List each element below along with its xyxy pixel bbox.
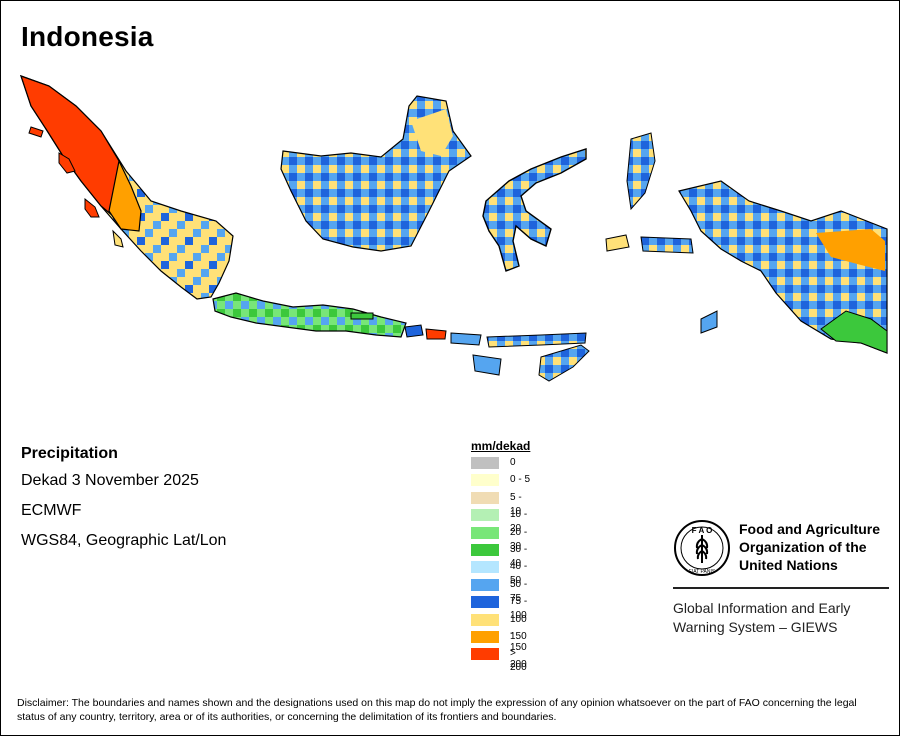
giews-line: Warning System – GIEWS: [673, 619, 838, 635]
legend-label: 75 - 100: [510, 596, 528, 622]
map-info: Precipitation Dekad 3 November 2025 ECMW…: [21, 443, 226, 555]
disclaimer-text: Disclaimer: The boundaries and names sho…: [17, 697, 857, 723]
legend-label: 150 - 200: [510, 630, 527, 670]
legend-label: 10 - 20: [510, 509, 528, 535]
emblem-letters: F A O: [692, 526, 713, 535]
organization-name: Food and Agriculture Organization of the…: [739, 520, 880, 574]
org-line: United Nations: [739, 557, 838, 573]
legend-item: 10 - 20: [471, 507, 530, 534]
legend-label: > 200: [510, 648, 527, 674]
period-text: Dekad 3 November 2025: [21, 472, 199, 489]
papua-south: [820, 310, 888, 354]
legend-item: 150 - 200: [471, 629, 530, 670]
legend-swatch: [471, 648, 499, 661]
variable-name: Precipitation: [21, 445, 118, 462]
legend-item: 0: [471, 455, 530, 472]
legend-item: 75 - 100: [471, 594, 530, 621]
legend-swatch: [471, 509, 499, 522]
projection-text: WGS84, Geographic Lat/Lon: [21, 532, 227, 549]
legend-label: 100 - 150: [510, 613, 527, 653]
legend-item: 20 - 30: [471, 525, 530, 552]
giews-name: Global Information and Early Warning Sys…: [673, 599, 850, 637]
legend-swatch: [471, 526, 499, 539]
legend-title: mm/dekad: [471, 439, 531, 453]
logo-divider: [673, 587, 889, 589]
legend-item: 5 - 10: [471, 490, 530, 517]
lesser-sunda-islands: [404, 324, 590, 382]
maluku-islands: [605, 132, 718, 334]
legend-swatch: [471, 491, 499, 504]
legend-swatch: [471, 561, 499, 574]
fao-logo: F A O FIAT PANIS Food and Agriculture Or…: [671, 517, 889, 641]
papua-northeast: [816, 229, 885, 271]
legend-swatch: [471, 457, 499, 469]
legend-swatch: [471, 596, 499, 609]
legend-label: 50 - 75: [510, 578, 528, 604]
legend-item: 50 - 75: [471, 577, 530, 604]
legend-swatch: [471, 474, 499, 487]
legend-label: 40 - 50: [510, 561, 528, 587]
map-title: Indonesia: [21, 21, 154, 52]
legend-item: 0 - 5: [471, 472, 530, 489]
java-island: [212, 292, 407, 338]
sumatra-west-islands: [28, 126, 124, 248]
model-text: ECMWF: [21, 502, 82, 519]
madura-island: [350, 312, 374, 320]
legend-swatch: [471, 543, 499, 556]
fao-emblem-icon: F A O FIAT PANIS: [674, 520, 730, 576]
org-line: Organization of the: [739, 539, 867, 555]
legend-swatch: [471, 578, 499, 591]
giews-line: Global Information and Early: [673, 600, 851, 616]
sulawesi-island: [482, 148, 587, 272]
legend-item: > 200: [471, 646, 530, 673]
legend-label: 20 - 30: [510, 526, 528, 552]
sumatra-island: [20, 75, 234, 300]
borneo-north-coast: [411, 109, 453, 156]
legend-swatch: [471, 630, 499, 643]
legend-label: 5 - 10: [510, 491, 522, 517]
legend: mm/dekad 0 0 - 5 5 - 10 10 - 20 20 - 30 30 - …: [471, 438, 531, 673]
precipitation-map: [20, 75, 888, 382]
legend-item: 100 - 150: [471, 612, 530, 653]
legend-label: 0: [510, 457, 516, 468]
emblem-motto: FIAT PANIS: [689, 569, 716, 575]
legend-swatch: [471, 613, 499, 626]
org-line: Food and Agriculture: [739, 521, 881, 537]
legend-item: 40 - 50: [471, 559, 530, 586]
legend-item: 30 - 40: [471, 542, 530, 569]
legend-label: 30 - 40: [510, 543, 528, 569]
legend-label: 0 - 5: [510, 474, 531, 486]
